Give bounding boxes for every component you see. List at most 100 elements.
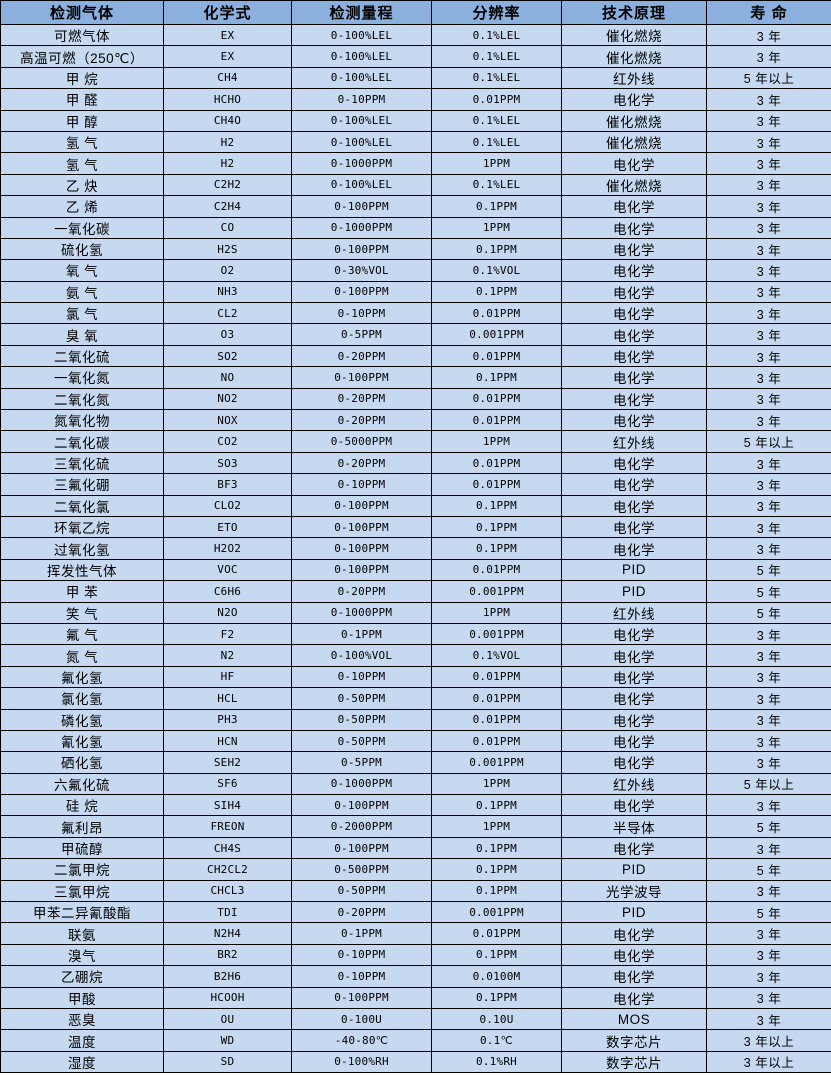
cell-formula: SF6 <box>163 772 292 796</box>
cell-principle: 电化学 <box>561 366 707 389</box>
cell-principle: PID <box>561 858 707 881</box>
cell-principle: 电化学 <box>561 323 707 346</box>
cell-range: 0-1PPM <box>291 622 432 646</box>
cell-formula: NOX <box>163 409 292 432</box>
cell-resolution: 0.1%LEL <box>431 173 562 197</box>
cell-range: 0-20PPM <box>291 451 432 475</box>
table-row: 三氧化硫 SO3 0-20PPM 0.01PPM 电化学 3 年 <box>0 451 831 475</box>
column-header-principle: 技术原理 <box>561 0 707 25</box>
cell-formula: CH4S <box>163 836 292 860</box>
cell-principle: 电化学 <box>561 922 707 945</box>
cell-formula: SEH2 <box>163 751 292 774</box>
cell-formula: EX <box>163 45 292 68</box>
cell-formula: F2 <box>163 622 292 646</box>
cell-life: 3 年 <box>706 794 831 817</box>
cell-range: 0-5PPM <box>291 323 432 346</box>
cell-name: 笑 气 <box>0 601 164 624</box>
cell-principle: 电化学 <box>561 965 707 988</box>
cell-resolution: 0.1%LEL <box>431 66 562 90</box>
cell-name: 氟 气 <box>0 622 164 646</box>
cell-life: 5 年 <box>706 858 831 881</box>
cell-principle: 电化学 <box>561 794 707 817</box>
cell-formula: H2 <box>163 152 292 175</box>
cell-life: 3 年 <box>706 836 831 860</box>
cell-name: 环氧乙烷 <box>0 515 164 539</box>
cell-name: 氨 气 <box>0 280 164 304</box>
cell-life: 3 年 <box>706 45 831 68</box>
cell-name: 氟利昂 <box>0 815 164 838</box>
cell-formula: O3 <box>163 323 292 346</box>
cell-resolution: 0.1%VOL <box>431 259 562 282</box>
cell-formula: HCOOH <box>163 986 292 1009</box>
cell-name: 氢 气 <box>0 130 164 154</box>
cell-resolution: 0.01PPM <box>431 451 562 475</box>
cell-formula: SIH4 <box>163 794 292 817</box>
cell-name: 氢 气 <box>0 152 164 175</box>
cell-life: 3 年 <box>706 537 831 560</box>
cell-formula: BF3 <box>163 473 292 496</box>
cell-principle: 电化学 <box>561 729 707 753</box>
cell-formula: CH4 <box>163 66 292 90</box>
table-row: 笑 气 N2O 0-1000PPM 1PPM 红外线 5 年 <box>0 601 831 624</box>
cell-range: 0-20PPM <box>291 409 432 432</box>
cell-range: 0-100PPM <box>291 515 432 539</box>
cell-life: 3 年 <box>706 302 831 325</box>
cell-principle: MOS <box>561 1007 707 1031</box>
cell-resolution: 0.01PPM <box>431 344 562 368</box>
table-row: 湿度 SD 0-100%RH 0.1%RH 数字芯片 3 年以上 <box>0 1050 831 1074</box>
cell-range: 0-50PPM <box>291 708 432 731</box>
cell-life: 3 年 <box>706 622 831 646</box>
cell-life: 3 年 <box>706 152 831 175</box>
cell-range: 0-100%LEL <box>291 130 432 154</box>
cell-formula: N2 <box>163 644 292 667</box>
cell-name: 温度 <box>0 1029 164 1052</box>
cell-range: 0-20PPM <box>291 387 432 411</box>
cell-formula: H2S <box>163 237 292 261</box>
cell-range: 0-50PPM <box>291 729 432 753</box>
cell-formula: H2 <box>163 130 292 154</box>
cell-principle: 电化学 <box>561 515 707 539</box>
cell-life: 5 年以上 <box>706 772 831 796</box>
cell-life: 5 年 <box>706 815 831 838</box>
column-header-formula: 化学式 <box>163 0 292 25</box>
table-row: 甲 醛 HCHO 0-10PPM 0.01PPM 电化学 3 年 <box>0 88 831 111</box>
cell-life: 3 年 <box>706 23 831 47</box>
cell-resolution: 0.001PPM <box>431 622 562 646</box>
table-row: 联氨 N2H4 0-1PPM 0.01PPM 电化学 3 年 <box>0 922 831 945</box>
cell-life: 3 年 <box>706 409 831 432</box>
cell-life: 3 年 <box>706 195 831 218</box>
cell-life: 3 年 <box>706 965 831 988</box>
cell-range: 0-1000PPM <box>291 772 432 796</box>
cell-principle: 催化燃烧 <box>561 23 707 47</box>
table-row: 环氧乙烷 ETO 0-100PPM 0.1PPM 电化学 3 年 <box>0 515 831 539</box>
cell-formula: C6H6 <box>163 580 292 603</box>
cell-resolution: 0.1PPM <box>431 195 562 218</box>
cell-principle: 催化燃烧 <box>561 130 707 154</box>
cell-life: 3 年 <box>706 879 831 903</box>
cell-principle: 催化燃烧 <box>561 45 707 68</box>
cell-formula: FREON <box>163 815 292 838</box>
table-row: 溴气 BR2 0-10PPM 0.1PPM 电化学 3 年 <box>0 943 831 967</box>
cell-name: 甲 苯 <box>0 580 164 603</box>
cell-principle: 电化学 <box>561 622 707 646</box>
cell-resolution: 0.001PPM <box>431 901 562 924</box>
cell-range: 0-1PPM <box>291 922 432 945</box>
cell-life: 5 年以上 <box>706 66 831 90</box>
cell-range: -40-80℃ <box>291 1029 432 1052</box>
cell-resolution: 0.0100M <box>431 965 562 988</box>
cell-principle: 电化学 <box>561 280 707 304</box>
table-row: 甲硫醇 CH4S 0-100PPM 0.1PPM 电化学 3 年 <box>0 836 831 860</box>
table-row: 氨 气 NH3 0-100PPM 0.1PPM 电化学 3 年 <box>0 280 831 304</box>
cell-range: 0-2000PPM <box>291 815 432 838</box>
cell-name: 可燃气体 <box>0 23 164 47</box>
cell-formula: N2H4 <box>163 922 292 945</box>
cell-name: 乙 烯 <box>0 195 164 218</box>
cell-formula: SO2 <box>163 344 292 368</box>
cell-formula: ETO <box>163 515 292 539</box>
cell-resolution: 0.1PPM <box>431 858 562 881</box>
cell-range: 0-100PPM <box>291 237 432 261</box>
cell-principle: PID <box>561 901 707 924</box>
cell-principle: 电化学 <box>561 943 707 967</box>
column-header-gas-name: 检测气体 <box>0 0 164 25</box>
